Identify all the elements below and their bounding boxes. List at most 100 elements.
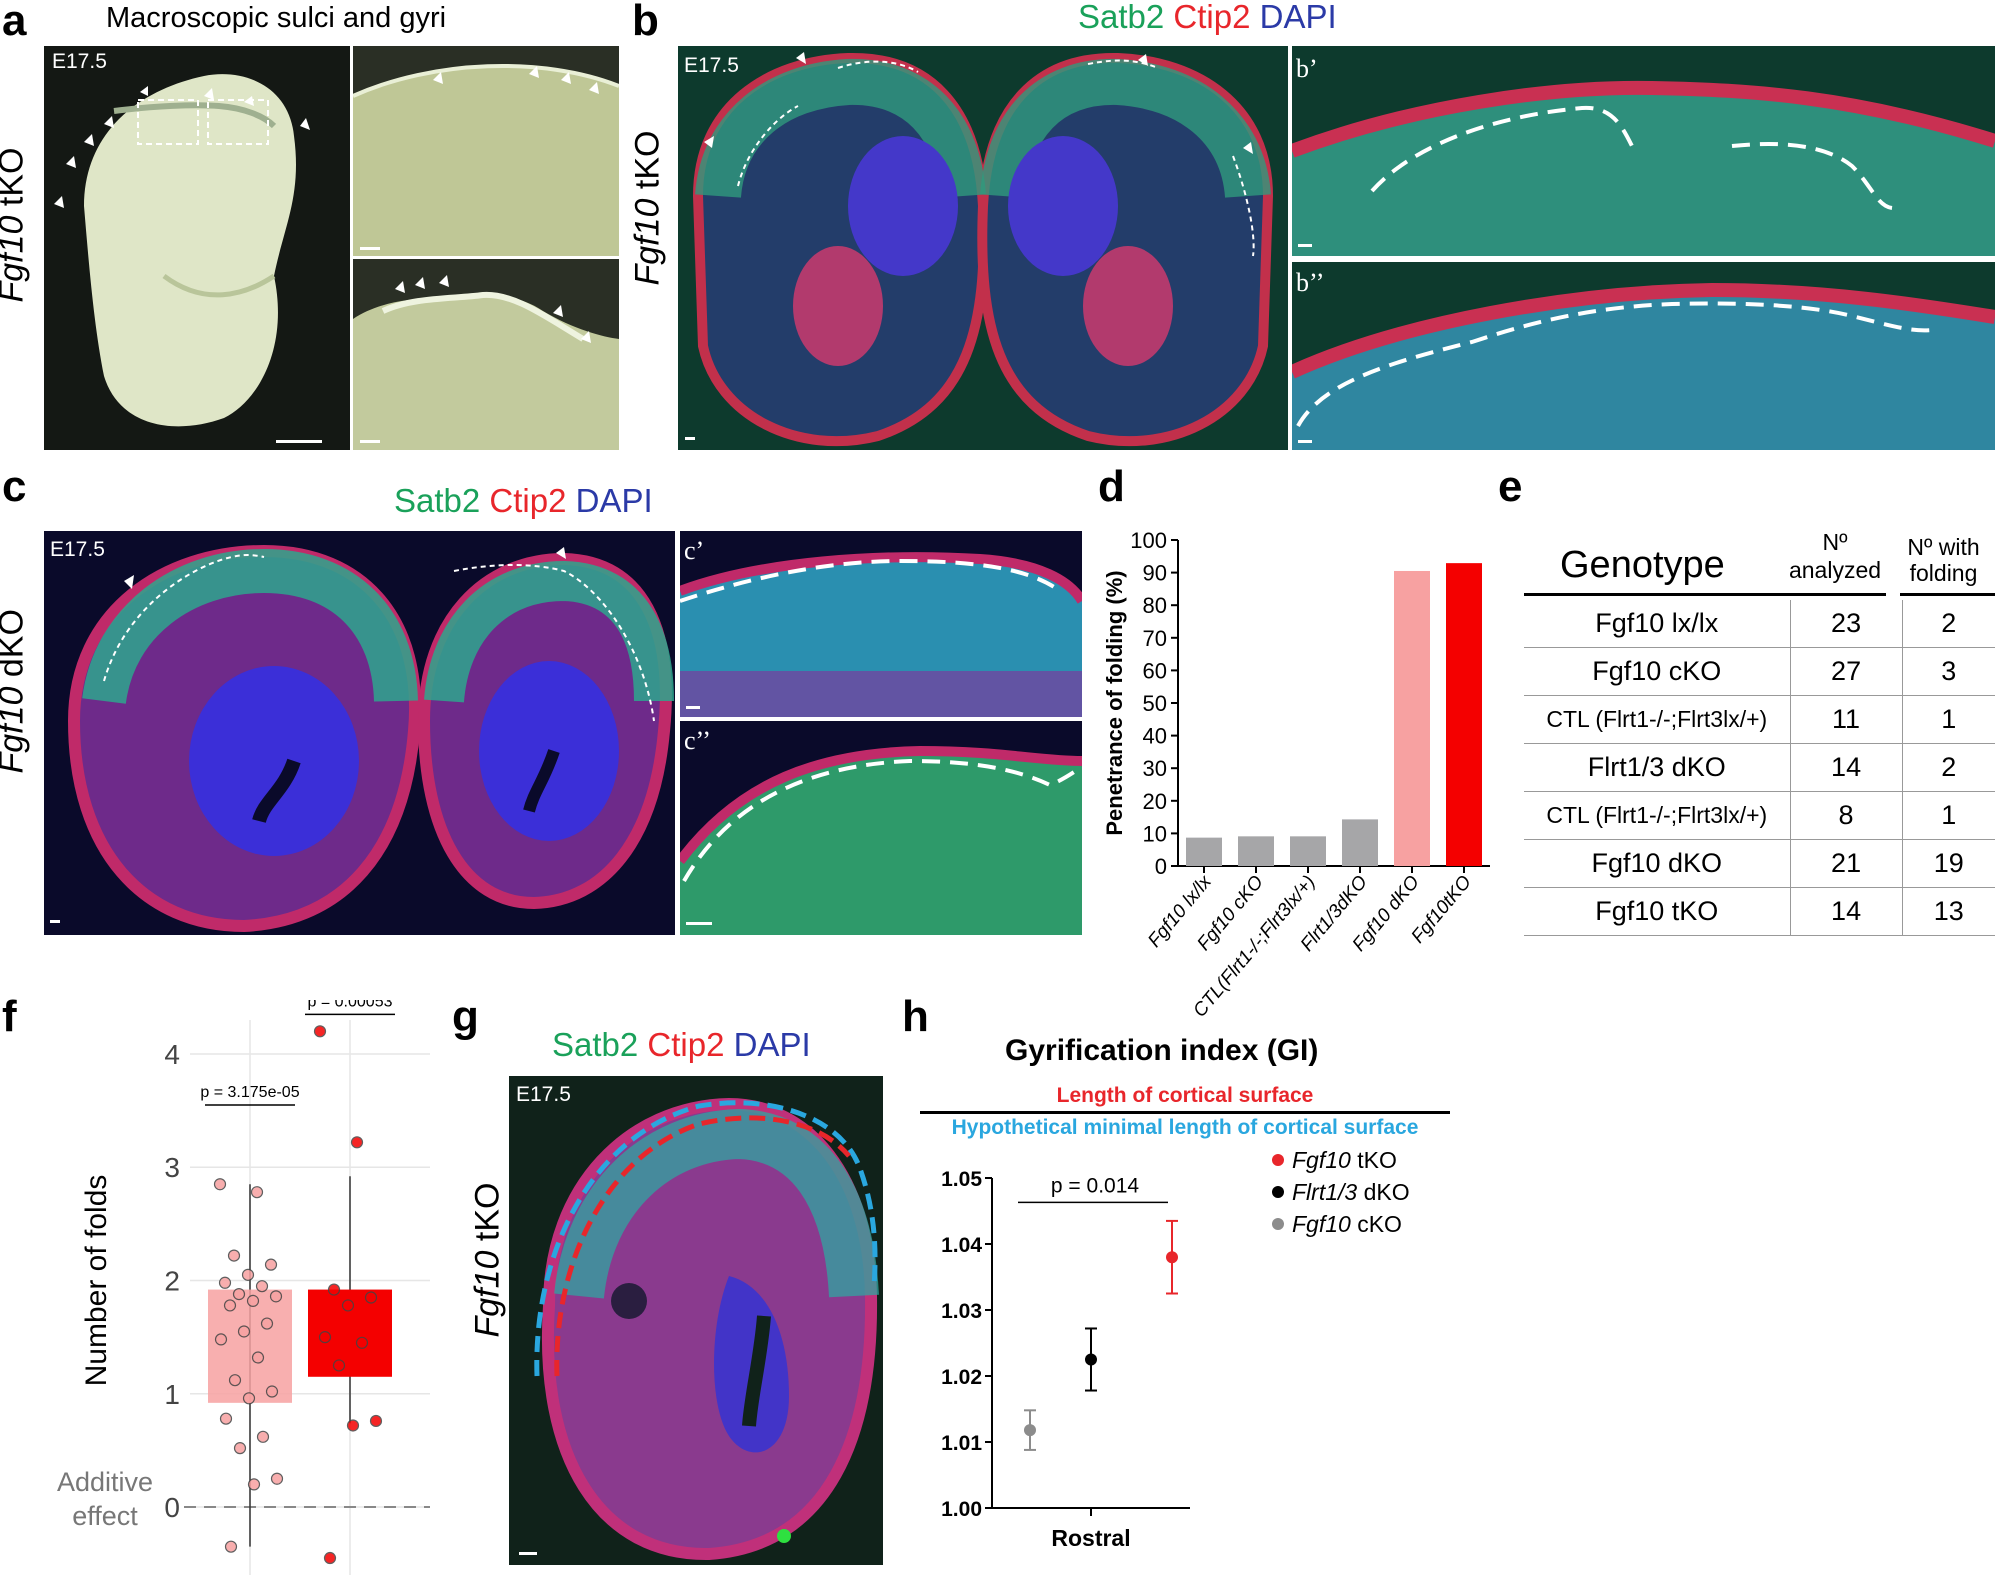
stain-ctip2: Ctip2 xyxy=(489,482,567,519)
panel-label-g: g xyxy=(452,992,479,1041)
data-point xyxy=(219,1412,233,1425)
y-tick-label: 0 xyxy=(164,1492,180,1523)
table-row: Fgf10 dKO 21 19 xyxy=(1524,839,1995,888)
data-point xyxy=(250,1186,264,1199)
data-point xyxy=(364,1291,378,1304)
cell-folding: 2 xyxy=(1902,743,1995,792)
data-point xyxy=(228,1374,242,1387)
cell-analyzed: 27 xyxy=(1790,647,1903,696)
data-point xyxy=(369,1414,383,1428)
panel-b-scalebar xyxy=(685,437,695,440)
data-point xyxy=(241,1268,255,1281)
legend-label-2: Fgf10 cKO xyxy=(1292,1211,1402,1237)
panel-g-stains: Satb2 Ctip2 DAPI xyxy=(552,1026,811,1064)
y-tick-label: 1.01 xyxy=(941,1432,982,1455)
cell-folding: 3 xyxy=(1902,647,1995,696)
gi-formula-line xyxy=(920,1111,1450,1114)
panel-label-h: h xyxy=(902,992,929,1041)
y-tick-label: 3 xyxy=(164,1152,180,1183)
y-tick-label: 1.05 xyxy=(941,1168,982,1191)
mean-point-2 xyxy=(1024,1424,1036,1437)
panel-c-inset-1 xyxy=(680,531,1082,717)
y-axis-label: Penetrance of folding (%) xyxy=(1102,570,1127,835)
cell-folding: 1 xyxy=(1902,791,1995,840)
panel-a-age: E17.5 xyxy=(52,50,107,73)
y-tick-label: 60 xyxy=(1143,658,1167,683)
panel-b-inset1-label: b’ xyxy=(1296,54,1318,83)
data-point xyxy=(323,1551,337,1565)
panel-c-age: E17.5 xyxy=(50,538,105,561)
table-row: Fgf10 tKO 14 13 xyxy=(1524,887,1995,936)
panel-b-inset2-label: b’’ xyxy=(1296,268,1325,297)
stain-ctip2: Ctip2 xyxy=(647,1026,725,1063)
table-e-header-rule xyxy=(1900,593,1995,596)
data-point xyxy=(242,1392,256,1405)
data-point xyxy=(246,1294,260,1307)
stain-satb2: Satb2 xyxy=(394,482,481,519)
y-tick-label: 1.04 xyxy=(941,1234,982,1257)
panel-b-coronal-section xyxy=(678,46,1288,450)
data-point xyxy=(237,1325,251,1338)
stain-dapi: DAPI xyxy=(575,482,653,519)
data-point xyxy=(269,1290,283,1303)
brain-inset-top xyxy=(353,46,619,256)
panel-g-genotype: Fgf10 tKO xyxy=(468,1182,507,1338)
panel-label-b: b xyxy=(632,0,659,45)
cell-analyzed: 21 xyxy=(1790,839,1903,888)
stain-dapi: DAPI xyxy=(733,1026,811,1063)
cell-analyzed: 14 xyxy=(1790,743,1903,792)
p-value-label: p = 0.014 xyxy=(1051,1174,1139,1197)
cell-genotype: Fgf10 lx/lx xyxy=(1524,600,1791,648)
panel-g-scalebar xyxy=(519,1552,537,1555)
data-point xyxy=(227,1249,241,1262)
data-point xyxy=(233,1442,247,1455)
data-point xyxy=(318,1331,332,1344)
data-point xyxy=(224,1540,238,1553)
table-e-header-genotype: Genotype xyxy=(1560,544,1725,586)
data-point xyxy=(214,1333,228,1346)
chart-f-folds: 0 1 2 3 4 Number of folds Additive effect p = 3.… xyxy=(57,1000,430,1575)
data-point xyxy=(350,1136,364,1149)
data-point xyxy=(270,1472,284,1485)
data-point xyxy=(346,1419,360,1432)
panel-label-c: c xyxy=(2,462,27,511)
data-point xyxy=(213,1178,227,1191)
table-row: Fgf10 cKO 27 3 xyxy=(1524,647,1995,696)
p-value-label: p = 3.175e-05 xyxy=(200,1084,299,1101)
y-tick-label: 1 xyxy=(164,1379,180,1410)
genotype-table: Fgf10 lx/lx 23 2 Fgf10 cKO 27 3 CTL (Flrt1-/-;… xyxy=(1524,600,1995,936)
panel-a-scalebar xyxy=(276,440,322,443)
panel-c-coronal-section xyxy=(44,531,675,935)
panel-c-inset2-scalebar xyxy=(686,922,712,925)
stain-satb2: Satb2 xyxy=(552,1026,639,1063)
cell-folding: 19 xyxy=(1902,839,1995,888)
cell-analyzed: 11 xyxy=(1790,695,1903,744)
cell-folding: 13 xyxy=(1902,887,1995,936)
p-value-label: p = 0.00053 xyxy=(308,1000,393,1010)
legend-label-0: Fgf10 tKO xyxy=(1292,1150,1397,1173)
data-point xyxy=(255,1280,269,1293)
table-e-header-analyzed: Nº analyzed xyxy=(1788,529,1882,583)
panel-label-e: e xyxy=(1498,462,1523,511)
y-tick-label: 0 xyxy=(1155,854,1167,879)
mean-point-1 xyxy=(1085,1353,1097,1366)
y-axis-label: Number of folds xyxy=(80,1175,113,1387)
panel-b-inset-2 xyxy=(1292,262,1995,450)
reference-label: Additive xyxy=(57,1467,153,1497)
bar-2 xyxy=(1290,836,1326,866)
table-row: CTL (Flrt1-/-;Flrt3lx/+) 8 1 xyxy=(1524,791,1995,840)
data-point xyxy=(327,1283,341,1296)
panel-b-age: E17.5 xyxy=(684,54,739,77)
mean-point-0 xyxy=(1166,1251,1178,1264)
data-point xyxy=(341,1299,355,1312)
panel-c-inset-2 xyxy=(680,721,1082,935)
data-point xyxy=(265,1385,279,1398)
data-point xyxy=(256,1430,270,1443)
cell-genotype: CTL (Flrt1-/-;Flrt3lx/+) xyxy=(1524,695,1791,744)
panel-a-title: Macroscopic sulci and gyri xyxy=(106,2,447,34)
reference-label: effect xyxy=(72,1501,138,1531)
legend-marker-2 xyxy=(1272,1218,1284,1230)
y-tick-label: 10 xyxy=(1143,821,1167,846)
panel-c-inset1-label: c’ xyxy=(684,536,705,565)
